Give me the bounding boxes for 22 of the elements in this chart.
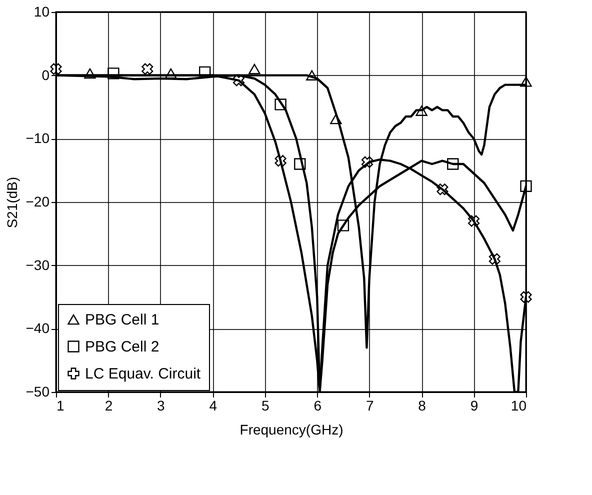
x-tick-label: 5 xyxy=(261,398,270,414)
y-axis-title: S21(dB) xyxy=(4,176,20,228)
y-tick-label: −40 xyxy=(26,320,50,336)
y-tick-label: −30 xyxy=(26,256,50,273)
x-tick-label: 1 xyxy=(56,398,64,414)
legend-label: PBG Cell 1 xyxy=(85,312,160,328)
y-tick-label: −50 xyxy=(26,384,50,400)
x-tick-label: 4 xyxy=(209,398,218,414)
y-tick-label: −10 xyxy=(26,130,50,146)
y-tick-label: −20 xyxy=(26,194,50,210)
y-tick-label: 10 xyxy=(34,4,50,20)
x-tick-label: 10 xyxy=(510,398,527,414)
x-tick-label: 8 xyxy=(418,398,426,414)
x-tick-label: 2 xyxy=(104,398,113,414)
x-tick-label: 6 xyxy=(314,398,322,414)
legend-label: PBG Cell 2 xyxy=(85,338,160,356)
x-tick-label: 7 xyxy=(366,398,374,414)
legend-label: LC Equav. Circuit xyxy=(85,366,202,382)
x-tick-label: 3 xyxy=(157,398,166,414)
y-tick-label: 0 xyxy=(42,66,50,83)
x-tick-label: 9 xyxy=(470,398,478,414)
x-axis-title: Frequency(GHz) xyxy=(240,422,344,438)
